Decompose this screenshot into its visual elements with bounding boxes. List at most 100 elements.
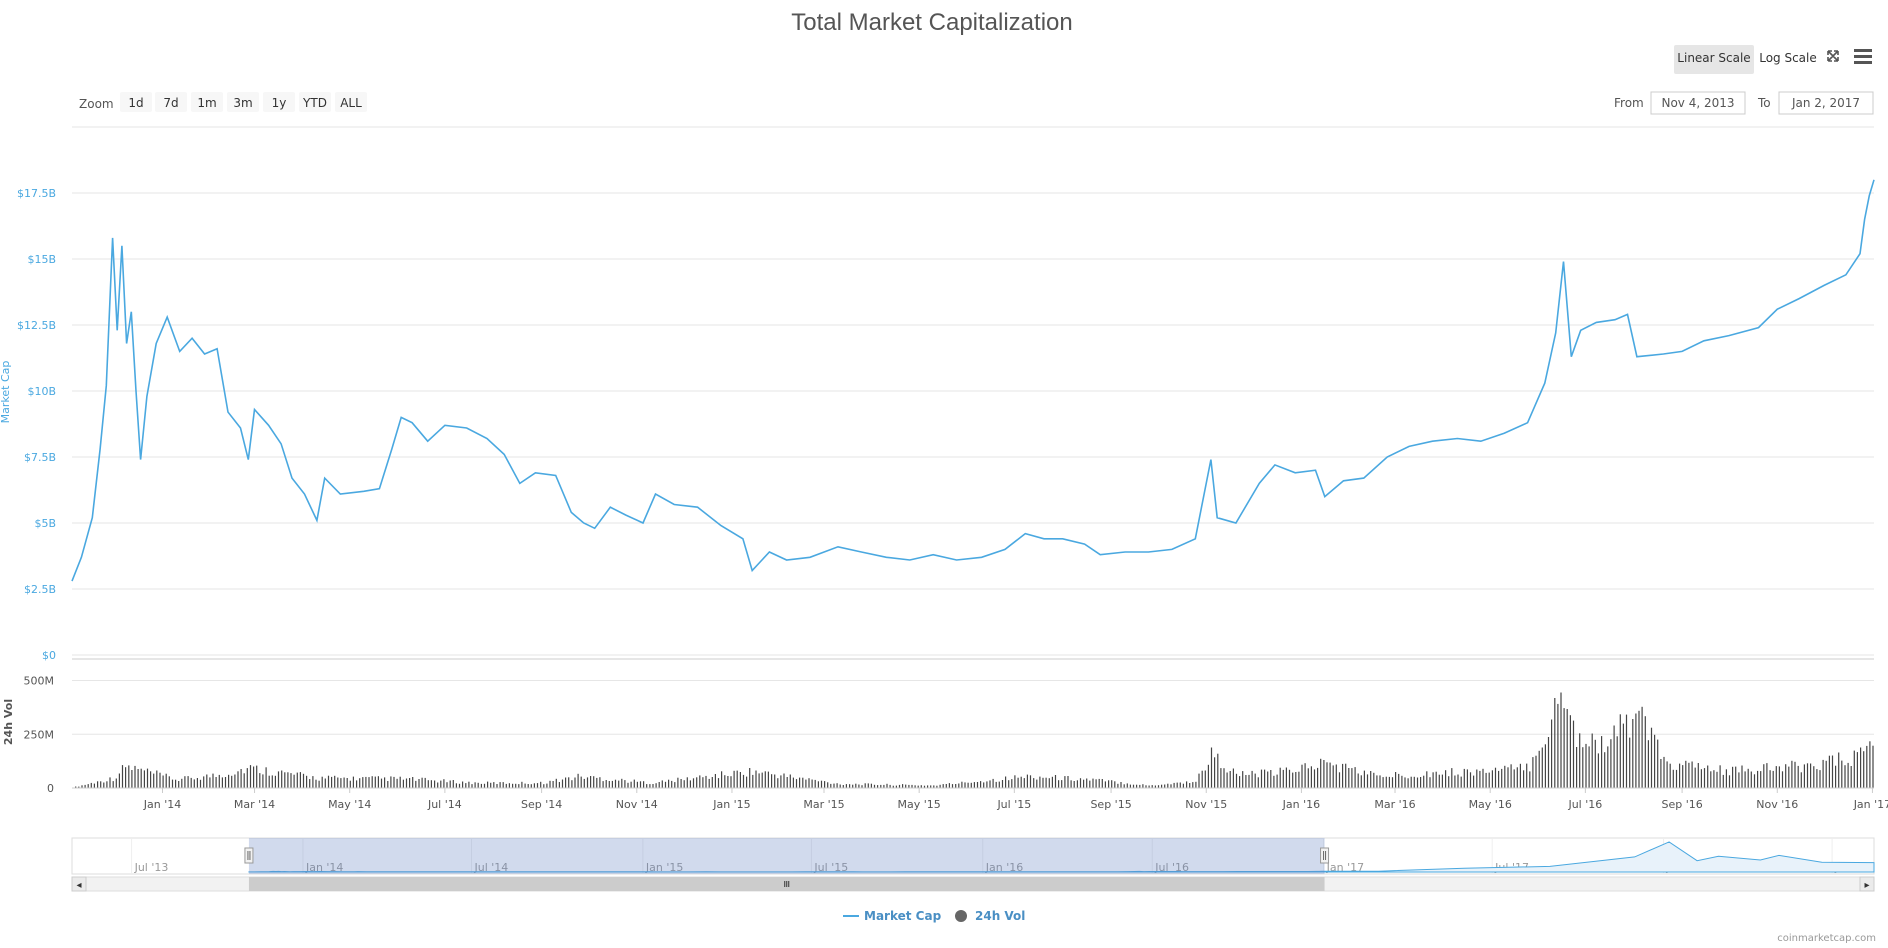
linear-scale-button[interactable]: Linear Scale <box>1674 45 1754 74</box>
volume-bar <box>231 775 233 788</box>
volume-bar <box>380 778 383 788</box>
volume-bar <box>895 785 897 788</box>
zoom-button-1m[interactable]: 1m <box>191 92 223 112</box>
fullscreen-icon[interactable] <box>1827 50 1839 62</box>
volume-bar <box>1313 769 1316 788</box>
volume-bar <box>1198 773 1200 788</box>
zoom-button-label: 1m <box>197 96 216 110</box>
volume-bar <box>1725 769 1727 788</box>
volume-bar <box>624 780 626 788</box>
volume-bar <box>608 781 610 788</box>
volume-bar <box>1803 764 1805 788</box>
volume-bar <box>306 775 308 788</box>
volume-bar <box>1632 719 1634 788</box>
volume-bar <box>842 785 844 788</box>
scroll-right-button[interactable]: ▸ <box>1859 876 1875 892</box>
volume-bar <box>749 768 751 788</box>
volume-bar <box>1544 744 1546 788</box>
volume-bar <box>224 777 227 788</box>
volume-bar <box>1251 770 1253 788</box>
volume-bar <box>951 784 954 788</box>
volume-bar <box>100 781 102 788</box>
volume-bar <box>390 776 392 788</box>
navigator-left-handle[interactable] <box>244 847 254 864</box>
volume-bar <box>1760 771 1762 788</box>
volume-bar <box>543 784 545 788</box>
volume-bar <box>87 784 89 788</box>
zoom-button-1d[interactable]: 1d <box>120 92 152 112</box>
volume-bar <box>817 781 819 788</box>
volume-bar <box>199 779 202 788</box>
volume-bar <box>346 778 348 788</box>
volume-bar <box>976 782 979 788</box>
volume-bar <box>1413 776 1415 788</box>
volume-bar <box>892 785 894 788</box>
volume-bar <box>811 779 813 788</box>
log-scale-button[interactable]: Log Scale <box>1759 51 1817 65</box>
volume-bar <box>415 780 417 788</box>
from-date-input[interactable]: Nov 4, 2013 <box>1650 91 1746 115</box>
volume-bar <box>1703 768 1706 788</box>
volume-bar <box>1844 765 1846 788</box>
linear-scale-button-bg <box>1674 45 1754 74</box>
volume-bar <box>1161 784 1163 788</box>
volume-bar <box>524 783 526 788</box>
legend-item-24h-vol[interactable]: 24h Vol <box>955 909 1025 923</box>
main-y-tick-label: $10B <box>27 385 56 398</box>
volume-bar <box>533 783 535 788</box>
volume-bar <box>150 771 152 788</box>
volume-bar <box>1136 784 1138 788</box>
volume-bar <box>1148 785 1150 788</box>
volume-bar <box>1295 772 1297 788</box>
volume-bar <box>1292 772 1294 788</box>
volume-bar <box>1663 756 1665 788</box>
volume-bar <box>961 781 963 788</box>
volume-bar <box>487 781 489 788</box>
credits-link[interactable]: coinmarketcap.com <box>1777 933 1876 944</box>
to-date-input[interactable]: Jan 2, 2017 <box>1778 91 1874 115</box>
navigator-right-handle[interactable] <box>1320 847 1330 864</box>
volume-bar <box>1675 769 1678 788</box>
volume-bar <box>1123 784 1125 788</box>
volume-bar <box>930 785 932 788</box>
scroll-left-button[interactable]: ◂ <box>71 876 87 892</box>
volume-bar <box>580 776 582 788</box>
menu-icon[interactable] <box>1854 49 1872 64</box>
volume-bar <box>1083 779 1085 788</box>
navigator[interactable]: Jul '13 Jan '14 Jul '14 Jan '15 Jul '15 Jan '… <box>71 837 1875 892</box>
zoom-button-7d[interactable]: 7d <box>155 92 187 112</box>
navigator-selection-window[interactable] <box>248 838 1325 874</box>
volume-bar <box>1638 710 1640 788</box>
volume-bar <box>633 779 635 788</box>
volume-bar <box>1666 761 1668 788</box>
volume-bar <box>867 783 869 788</box>
volume-bar <box>586 777 589 788</box>
volume-bar <box>1716 771 1718 788</box>
volume-bar <box>1778 766 1780 788</box>
volume-bar <box>833 783 835 788</box>
volume-bar <box>995 781 997 788</box>
zoom-button-ytd[interactable]: YTD <box>299 92 331 112</box>
volume-bar <box>739 772 741 788</box>
volume-bar <box>1535 755 1537 788</box>
volume-bar <box>421 777 423 788</box>
volume-bar <box>805 779 807 788</box>
volume-bar <box>998 781 1000 788</box>
zoom-button-all[interactable]: ALL <box>335 92 367 112</box>
x-tick-label: Jan '17 <box>1853 798 1888 811</box>
zoom-buttons: 1d 7d 1m 3m 1y YTD ALL <box>120 92 367 112</box>
volume-bar <box>643 781 645 788</box>
volume-bar <box>733 770 735 788</box>
chevron-left-icon: ◂ <box>76 880 81 891</box>
volume-bar <box>1111 780 1113 788</box>
volume-bar <box>1660 759 1662 788</box>
zoom-button-3m[interactable]: 3m <box>227 92 259 112</box>
legend-item-market-cap[interactable]: Market Cap <box>843 909 942 923</box>
volume-bar <box>883 784 885 788</box>
volume-bar <box>1332 765 1334 788</box>
volume-bar <box>658 782 660 788</box>
volume-bar <box>1672 769 1674 788</box>
volume-bar <box>1466 769 1468 788</box>
zoom-button-1y[interactable]: 1y <box>263 92 295 112</box>
zoom-button-bg <box>263 92 295 112</box>
